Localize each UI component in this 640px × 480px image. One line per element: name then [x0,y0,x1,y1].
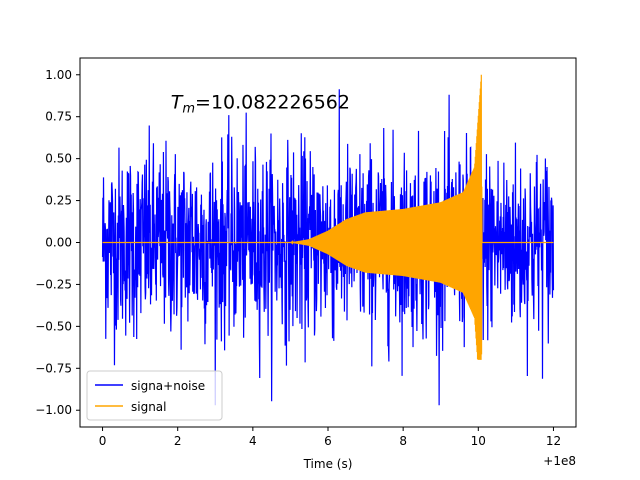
series-signal [102,74,554,360]
legend-label-signal-plus-noise: signa+noise [131,379,205,393]
y-axis: −1.00 −0.75 −0.50 −0.25 0.00 0.25 0.50 0.75 1.00 [35,68,80,417]
annotation-subscript: m [182,102,195,117]
x-tick-label: 2 [174,434,182,448]
x-tick-label: 4 [249,434,257,448]
x-axis-label: Time (s) [303,457,353,471]
x-axis: 0 2 4 6 8 10 12 [99,427,561,448]
x-tick-label: 0 [99,434,107,448]
y-tick-label: 0.75 [45,110,72,124]
y-tick-label: −0.25 [35,277,72,291]
x-tick-label: 8 [399,434,407,448]
y-tick-label: −1.00 [35,403,72,417]
x-tick-label: 6 [324,434,332,448]
annotation-value: =10.082226562 [195,92,350,114]
x-offset-label: +1e8 [543,454,576,468]
series-line-signal [102,74,554,360]
y-tick-label: 0.00 [45,236,72,250]
merger-time-annotation: Tm=10.082226562 [171,92,350,117]
y-tick-label: 1.00 [45,68,72,82]
annotation-symbol: T [171,92,184,114]
legend-label-signal: signal [131,400,167,414]
legend: signa+noise signal [86,370,223,421]
x-tick-label: 12 [546,434,561,448]
y-tick-label: 0.25 [45,194,72,208]
y-tick-label: −0.75 [35,361,72,375]
x-tick-label: 10 [471,434,486,448]
y-tick-label: 0.50 [45,152,72,166]
y-tick-label: −0.50 [35,319,72,333]
